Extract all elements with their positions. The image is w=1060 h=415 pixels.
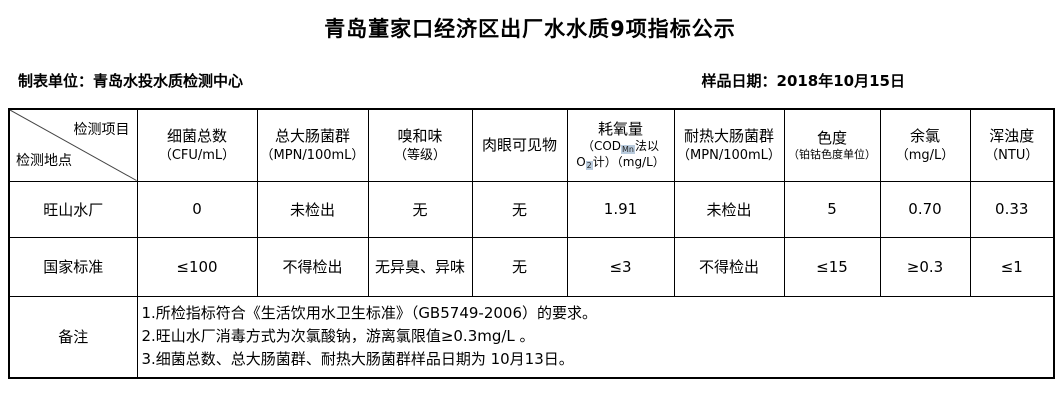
value-cell: ≤3	[566, 236, 675, 297]
header-cod-line1: （CODMn法以	[581, 139, 660, 155]
remark-line-2: 2.旺山水厂消毒方式为次氯酸钠，游离氯限值≥0.3mg/L 。	[141, 327, 535, 346]
header-name: 细菌总数	[166, 127, 227, 146]
header-name: 肉眼可见物	[481, 136, 557, 155]
header-cell-color: 色度 （铂钴色度单位）	[783, 108, 881, 182]
remark-line-1: 1.所检指标符合《生活饮用水卫生标准》（GB5749-2006）的要求。	[141, 303, 598, 322]
value-cell: 1.91	[566, 180, 675, 238]
header-unit: （CFU/mL）	[158, 147, 236, 163]
value-cell: ≤100	[136, 236, 258, 297]
header-unit: （NTU）	[985, 147, 1039, 163]
header-unit: （MPN/100mL）	[260, 147, 365, 163]
header-name: 耐热大肠菌群	[683, 127, 774, 146]
header-unit: （mg/L）	[895, 147, 955, 163]
remarks-label-cell: 备注	[8, 295, 138, 379]
sample-date-label: 样品日期：2018年10月15日	[701, 72, 906, 90]
header-cell-turbidity: 浑浊度 （NTU）	[969, 108, 1055, 182]
value-cell: ≥0.3	[879, 236, 971, 297]
header-cell-thermotolerant-coliform: 耐热大肠菌群 （MPN/100mL）	[673, 108, 785, 182]
remark-line-3: 3.细菌总数、总大肠菌群、耐热大肠菌群样品日期为 10月13日。	[141, 350, 574, 369]
value-cell: ≤1	[969, 236, 1055, 297]
value-cell: 0.33	[969, 180, 1055, 238]
value-cell: 不得检出	[673, 236, 785, 297]
table-row-national-standard: 国家标准 ≤100 不得检出 无异臭、异味 无 ≤3 不得检出 ≤15 ≥0.3…	[8, 236, 1055, 297]
header-name: 耗氧量	[597, 120, 643, 139]
corner-cell: 检测项目 检测地点	[8, 108, 138, 182]
header-name: 总大肠菌群	[274, 127, 350, 146]
header-unit: （铂钴色度单位）	[788, 148, 876, 162]
value-cell: 无异臭、异味	[367, 236, 473, 297]
header-cod-line2: O2计）（mg/L）	[576, 155, 665, 171]
header-cell-total-coliform: 总大肠菌群 （MPN/100mL）	[256, 108, 369, 182]
meta-row: 制表单位：青岛水投水质检测中心 样品日期：2018年10月15日	[18, 70, 905, 91]
site-name-cell: 国家标准	[8, 236, 138, 297]
page-title: 青岛董家口经济区出厂水水质9项指标公示	[324, 17, 736, 41]
header-cell-residual-chlorine: 余氯 （mg/L）	[879, 108, 971, 182]
header-unit: （等级）	[393, 147, 446, 163]
header-cell-odor-taste: 嗅和味 （等级）	[367, 108, 473, 182]
prepared-by-label: 制表单位：青岛水投水质检测中心	[18, 72, 244, 90]
header-row: 检测项目 检测地点 细菌总数 （CFU/mL） 总大肠菌群 （MPN/100mL…	[8, 108, 1055, 182]
value-cell: 0	[136, 180, 258, 238]
value-cell: 5	[783, 180, 881, 238]
header-cell-oxygen-consumption: 耗氧量 （CODMn法以 O2计）（mg/L）	[566, 108, 675, 182]
header-name: 色度	[816, 128, 847, 147]
water-quality-table: 检测项目 检测地点 细菌总数 （CFU/mL） 总大肠菌群 （MPN/100mL…	[8, 108, 1055, 379]
header-cell-visible-matter: 肉眼可见物	[471, 108, 568, 182]
subscript-mn: Mn	[621, 145, 636, 155]
value-cell: 未检出	[673, 180, 785, 238]
header-name: 嗅和味	[397, 127, 443, 146]
remarks-row: 备注 1.所检指标符合《生活饮用水卫生标准》（GB5749-2006）的要求。 …	[8, 295, 1055, 379]
header-name: 浑浊度	[989, 127, 1035, 146]
value-cell: 无	[367, 180, 473, 238]
value-cell: 不得检出	[256, 236, 369, 297]
corner-label-sites: 检测地点	[16, 152, 72, 169]
remarks-content-cell: 1.所检指标符合《生活饮用水卫生标准》（GB5749-2006）的要求。 2.旺…	[136, 295, 1055, 379]
value-cell: 无	[471, 236, 568, 297]
header-cell-bacteria-count: 细菌总数 （CFU/mL）	[136, 108, 258, 182]
value-cell: 无	[471, 180, 568, 238]
subscript-2: 2	[585, 161, 593, 171]
corner-label-items: 检测项目	[73, 122, 130, 138]
site-name-cell: 旺山水厂	[8, 180, 138, 238]
value-cell: ≤15	[783, 236, 881, 297]
table-row-wangshan-plant: 旺山水厂 0 未检出 无 无 1.91 未检出 5 0.70 0.33	[8, 180, 1055, 238]
value-cell: 0.70	[879, 180, 971, 238]
value-cell: 未检出	[256, 180, 369, 238]
diagonal-divider-line	[10, 110, 137, 181]
header-unit: （MPN/100mL）	[677, 147, 781, 163]
header-name: 余氯	[909, 127, 940, 146]
